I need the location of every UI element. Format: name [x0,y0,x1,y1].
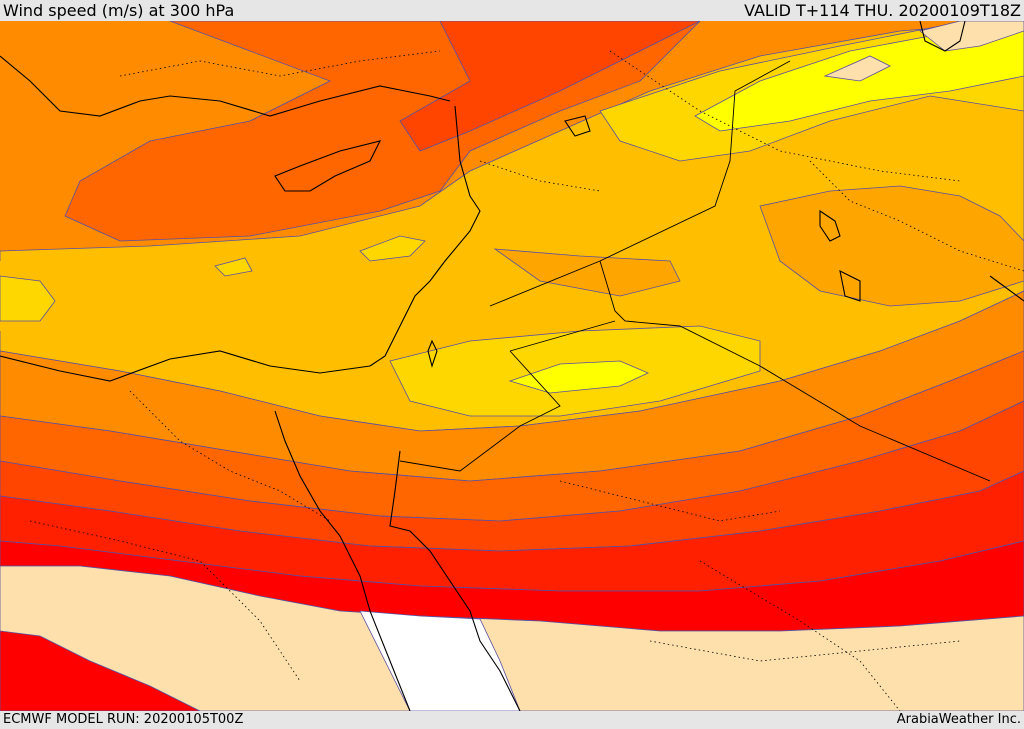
model-run-label: ECMWF MODEL RUN: 20200105T00Z [3,712,244,727]
wind-speed-map [0,21,1024,711]
band-gold-west [0,275,56,322]
band-orange-center-1 [493,248,681,297]
map-title: Wind speed (m/s) at 300 hPa [3,1,235,20]
band-red-southwest [0,630,201,711]
band-gold-blob-2 [214,257,253,277]
band-light-south [0,565,1024,711]
internal-borders [29,50,1024,711]
wind-speed-map-svg [0,21,1024,711]
band-orange-east-1 [759,185,1024,307]
credit-label: ArabiaWeather Inc. [896,712,1021,727]
valid-time-label: VALID T+114 THU. 20200109T18Z [744,1,1021,20]
map-header: Wind speed (m/s) at 300 hPa VALID T+114 … [0,0,1024,21]
map-footer: ECMWF MODEL RUN: 20200105T00Z ArabiaWeat… [0,711,1024,729]
band-yellow-center [508,360,649,394]
coastlines [0,21,1024,711]
band-gold-blob-1 [359,235,426,262]
band-light-ne-1 [823,55,891,82]
country-borders [399,60,991,482]
band-orange-light-west [0,231,420,361]
band-red-orange-north [399,21,701,152]
